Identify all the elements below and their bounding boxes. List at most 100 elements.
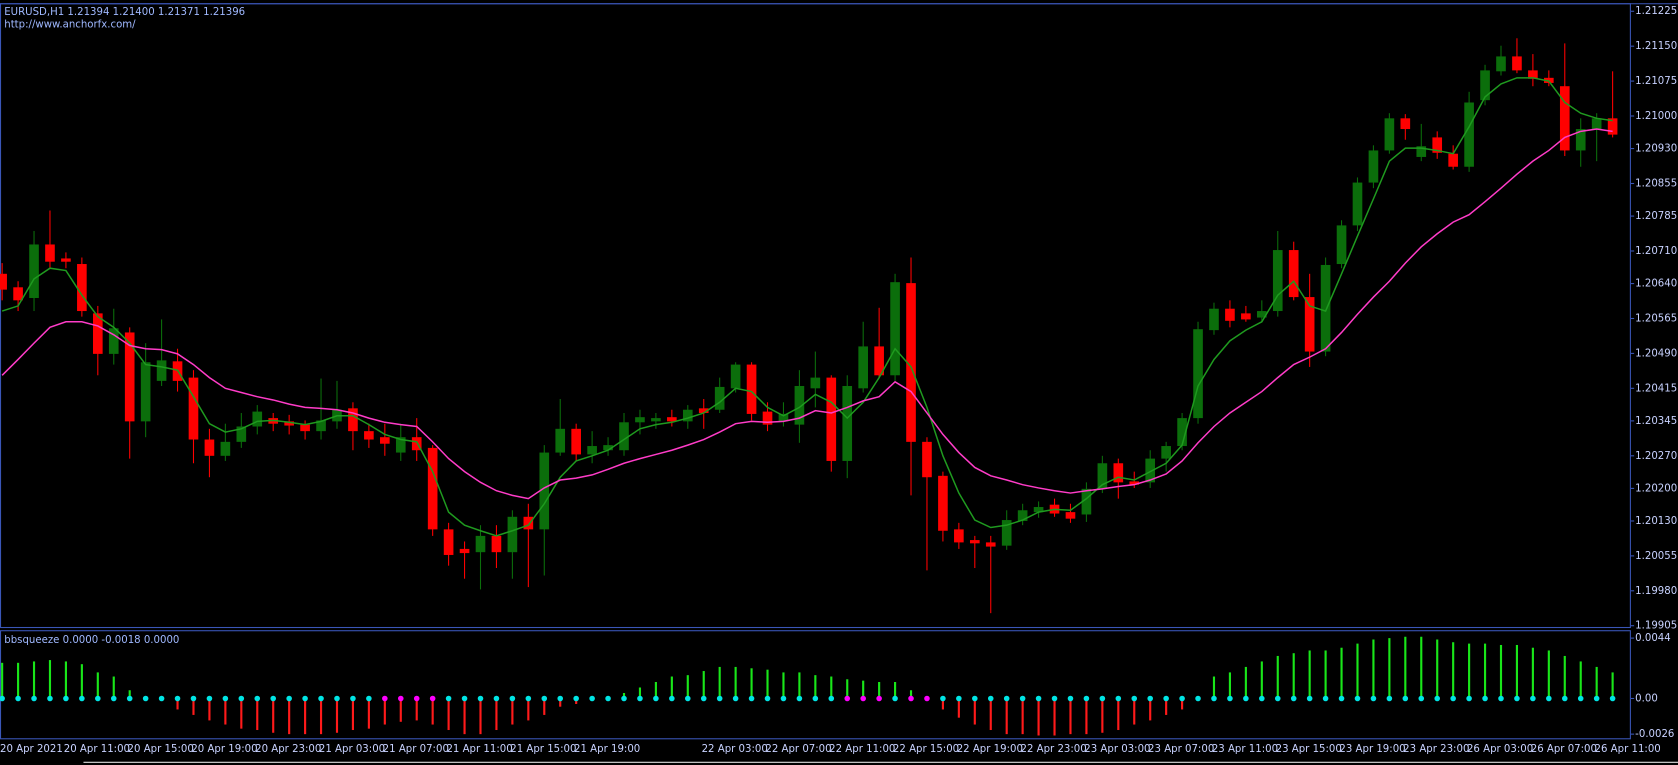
candle-body — [906, 283, 916, 442]
squeeze-dot — [126, 695, 133, 702]
x-tick-label: 21 Apr 15:00 — [510, 744, 576, 755]
candle-body — [1591, 118, 1602, 130]
candle-body — [1065, 512, 1076, 519]
x-tick-label: 22 Apr 23:00 — [1020, 744, 1086, 755]
x-tick-label: 23 Apr 15:00 — [1276, 744, 1342, 755]
candle-body — [1496, 56, 1506, 72]
squeeze-dot — [1115, 695, 1122, 702]
squeeze-dot — [1083, 695, 1090, 702]
x-tick-label: 21 Apr 11:00 — [446, 744, 512, 755]
squeeze-dot — [1131, 695, 1138, 702]
squeeze-dot — [924, 695, 930, 702]
y-tick-label: 1.20345 — [1635, 416, 1677, 427]
squeeze-dot — [605, 695, 611, 702]
candle-body — [45, 244, 55, 262]
squeeze-dot — [15, 695, 21, 702]
y-tick-label: 1.20640 — [1635, 279, 1677, 290]
squeeze-dot — [1450, 695, 1456, 702]
squeeze-dot — [1274, 695, 1281, 702]
moving-average — [1, 128, 1613, 500]
candle-body — [969, 540, 980, 544]
squeeze-dot — [142, 695, 149, 702]
squeeze-dot — [876, 695, 882, 702]
squeeze-dot — [1354, 695, 1361, 702]
candle-body — [1352, 182, 1363, 226]
candle-body — [698, 408, 709, 413]
candle-body — [1129, 481, 1140, 485]
squeeze-dot — [1067, 695, 1074, 702]
main-frame — [0, 3, 1631, 629]
candle-body — [204, 439, 215, 456]
squeeze-dot — [286, 695, 292, 702]
y-tick-label: 1.21150 — [1635, 41, 1677, 52]
squeeze-dot — [1593, 695, 1600, 702]
candle-body — [1288, 250, 1299, 298]
candle-body — [555, 428, 566, 453]
x-tick-label: 26 Apr 03:00 — [1467, 744, 1533, 755]
x-tick-label: 20 Apr 15:00 — [128, 744, 194, 755]
candle-body — [714, 386, 725, 410]
candle-body — [1304, 297, 1315, 352]
squeeze-dot — [1019, 695, 1026, 702]
squeeze-dot — [1466, 695, 1472, 702]
squeeze-dot — [1561, 695, 1568, 702]
squeeze-dot — [1434, 695, 1440, 702]
y-tick-label: -0.0026 — [1635, 729, 1674, 740]
squeeze-dot — [1290, 695, 1297, 702]
x-tick-label: 20 Apr 11:00 — [64, 744, 130, 755]
candle-body — [1161, 446, 1171, 459]
candle-body — [922, 441, 932, 478]
squeeze-dot — [1402, 695, 1409, 702]
candle-body — [0, 273, 7, 290]
y-tick-label: 1.20415 — [1635, 383, 1677, 394]
candle-body — [1272, 250, 1283, 312]
squeeze-dot — [637, 695, 643, 702]
candle-body — [603, 445, 613, 451]
candle-body — [667, 417, 677, 422]
candle-body — [1113, 463, 1124, 483]
squeeze-dot — [860, 695, 866, 702]
x-tick-label: 22 Apr 11:00 — [829, 744, 895, 755]
candle-body — [794, 385, 805, 425]
candle-body — [587, 446, 597, 455]
y-tick-label: 1.20490 — [1635, 348, 1677, 359]
x-tick-label: 21 Apr 07:00 — [383, 744, 449, 755]
squeeze-dot — [1498, 695, 1504, 702]
y-tick-label: 1.20710 — [1635, 246, 1677, 257]
candle-body — [13, 287, 23, 301]
squeeze-dot — [190, 695, 197, 702]
candle-body — [188, 377, 199, 440]
candle-body — [1607, 118, 1618, 135]
candle-body — [1001, 520, 1012, 546]
candle-body — [746, 364, 757, 414]
squeeze-dot — [477, 695, 484, 702]
squeeze-dot — [206, 695, 213, 702]
candle-body — [1528, 70, 1538, 79]
y-tick-label: 1.21225 — [1635, 6, 1677, 17]
squeeze-dot — [222, 695, 229, 702]
squeeze-dot — [334, 695, 340, 702]
squeeze-dot — [254, 695, 261, 702]
candle-body — [1017, 510, 1028, 521]
squeeze-dot — [541, 695, 548, 702]
squeeze-dot — [1211, 695, 1217, 702]
candle-body — [220, 441, 231, 456]
candle-body — [890, 282, 900, 376]
candle-body — [1320, 264, 1331, 352]
squeeze-dot — [1482, 695, 1488, 702]
y-tick-label: 1.20855 — [1635, 178, 1677, 189]
squeeze-dot — [812, 695, 819, 702]
squeeze-dot — [174, 695, 181, 702]
y-tick-label: 1.20565 — [1635, 313, 1677, 324]
x-tick-label: 21 Apr 19:00 — [574, 744, 640, 755]
y-tick-label: 1.20130 — [1635, 516, 1677, 527]
candle-body — [730, 364, 741, 389]
candle-body — [316, 420, 326, 432]
squeeze-dot — [1099, 695, 1106, 702]
squeeze-dot — [1338, 695, 1345, 702]
x-tick-label: 26 Apr 11:00 — [1595, 744, 1661, 755]
candle-body — [475, 535, 486, 553]
squeeze-dot — [589, 695, 595, 702]
candle-body — [507, 516, 518, 553]
